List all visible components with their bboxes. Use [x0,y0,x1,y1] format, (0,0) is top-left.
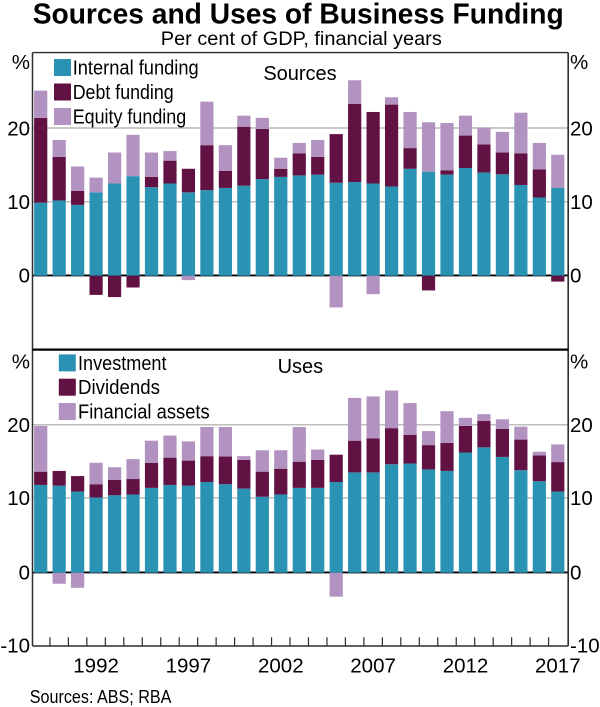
svg-text:Per cent of GDP, financial yea: Per cent of GDP, financial years [161,28,442,50]
svg-text:0: 0 [19,265,30,288]
svg-text:Sources: Sources [263,63,336,85]
svg-text:%: % [570,351,588,374]
svg-text:Debt funding: Debt funding [73,82,174,104]
svg-text:1992: 1992 [73,655,119,678]
svg-text:10: 10 [7,487,30,510]
svg-text:2007: 2007 [350,655,396,678]
svg-text:10: 10 [570,191,593,214]
svg-text:Sources and Uses of Business F: Sources and Uses of Business Funding [33,0,564,30]
svg-text:10: 10 [7,191,30,214]
svg-text:10: 10 [570,487,593,510]
svg-text:Internal funding: Internal funding [73,57,199,79]
svg-text:0: 0 [570,562,581,585]
svg-text:%: % [570,51,588,74]
svg-text:-10: -10 [0,635,30,658]
svg-text:2012: 2012 [443,655,489,678]
svg-text:-10: -10 [570,635,600,658]
svg-text:%: % [12,351,30,374]
svg-text:Dividends: Dividends [78,377,160,399]
svg-text:Investment: Investment [78,353,167,375]
svg-text:2002: 2002 [258,655,304,678]
svg-text:1997: 1997 [166,655,212,678]
svg-text:0: 0 [570,265,581,288]
svg-text:Equity funding: Equity funding [73,106,187,128]
svg-text:20: 20 [570,117,593,140]
svg-text:Sources: ABS; RBA: Sources: ABS; RBA [30,687,172,707]
svg-text:%: % [12,51,30,74]
svg-text:20: 20 [570,414,593,437]
svg-text:20: 20 [7,414,30,437]
svg-text:2017: 2017 [535,655,581,678]
svg-text:0: 0 [19,562,30,585]
svg-text:Financial assets: Financial assets [78,401,210,423]
svg-text:Uses: Uses [278,356,324,378]
svg-text:20: 20 [7,117,30,140]
